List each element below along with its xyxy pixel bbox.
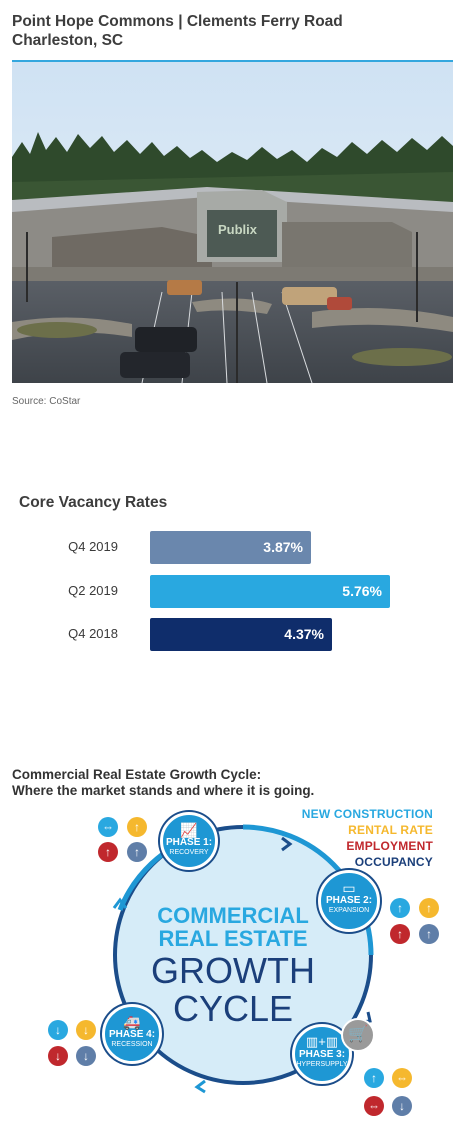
phase-3-name: HYPERSUPPLY bbox=[296, 1061, 348, 1068]
phase-4-recession: 🚑 PHASE 4: RECESSION bbox=[102, 1004, 162, 1064]
phase-4-name: RECESSION bbox=[111, 1041, 153, 1048]
up-arrow-icon: ↑ bbox=[127, 842, 147, 862]
title-line-1: Point Hope Commons | Clements Ferry Road bbox=[12, 13, 343, 30]
vacancy-bar-label: Q4 2018 bbox=[68, 626, 118, 641]
down-arrow-icon: ↓ bbox=[76, 1046, 96, 1066]
vacancy-bar-label: Q4 2019 bbox=[68, 539, 118, 554]
phase-1-name: RECOVERY bbox=[169, 849, 209, 856]
chevron-arrow-icon bbox=[112, 897, 128, 909]
legend-occupancy: OCCUPANCY bbox=[354, 855, 433, 869]
buildings-icon: ▥+▥ bbox=[305, 1034, 339, 1049]
left-right-arrow-icon: ⇔ bbox=[98, 817, 118, 837]
ambulance-icon: 🚑 bbox=[123, 1014, 141, 1030]
page-title: Point Hope Commons | Clements Ferry Road… bbox=[12, 12, 343, 50]
store-sign: Publix bbox=[218, 222, 258, 237]
phase-1-number: PHASE 1: bbox=[165, 837, 213, 848]
cycle-fill bbox=[115, 827, 371, 1083]
center-line-1: COMMERCIAL bbox=[157, 903, 309, 928]
down-arrow-icon: ↓ bbox=[48, 1020, 68, 1040]
vacancy-bar: 5.76% bbox=[150, 574, 390, 608]
up-arrow-icon: ↑ bbox=[390, 898, 410, 918]
center-line-4: CYCLE bbox=[172, 988, 294, 1029]
legend-rental-rate: RENTAL RATE bbox=[348, 823, 433, 837]
cycle-arc-blue bbox=[242, 824, 374, 956]
phase-4-number: PHASE 4: bbox=[108, 1029, 156, 1040]
down-arrow-icon: ↓ bbox=[48, 1046, 68, 1066]
cycle-title: Commercial Real Estate Growth Cycle: Whe… bbox=[12, 767, 314, 799]
up-arrow-icon: ↑ bbox=[98, 842, 118, 862]
phase-1-recovery: 📈 PHASE 1: RECOVERY bbox=[160, 812, 218, 870]
floorplan-icon: ▭ bbox=[342, 880, 356, 896]
down-arrow-icon: ↓ bbox=[392, 1096, 412, 1116]
chart-icon: 📈 bbox=[180, 822, 198, 838]
left-right-arrow-icon: ⇔ bbox=[364, 1096, 384, 1116]
phase-2-name: EXPANSION bbox=[328, 907, 370, 914]
storefront-photo: Publix bbox=[12, 62, 453, 383]
phase-2-number: PHASE 2: bbox=[325, 895, 373, 906]
shopping-cart-icon: 🛒 bbox=[341, 1018, 375, 1052]
legend-new-construction: NEW CONSTRUCTION bbox=[301, 807, 433, 821]
center-line-2: REAL ESTATE bbox=[158, 926, 308, 951]
up-arrow-icon: ↑ bbox=[364, 1068, 384, 1088]
legend-employment: EMPLOYMENT bbox=[346, 839, 433, 853]
vacancy-bar: 3.87% bbox=[150, 531, 311, 564]
vacancy-bar: 4.37% bbox=[150, 618, 332, 651]
phase-3-number: PHASE 3: bbox=[298, 1049, 346, 1060]
photo-source: Source: CoStar bbox=[12, 396, 81, 407]
up-arrow-icon: ↑ bbox=[419, 924, 439, 944]
down-arrow-icon: ↓ bbox=[76, 1020, 96, 1040]
up-arrow-icon: ↑ bbox=[419, 898, 439, 918]
left-right-arrow-icon: ⇔ bbox=[392, 1068, 412, 1088]
title-line-2: Charleston, SC bbox=[12, 32, 124, 49]
cycle-title-line-2: Where the market stands and where it is … bbox=[12, 783, 315, 798]
phase-2-expansion: ▭ PHASE 2: EXPANSION bbox=[318, 870, 380, 932]
cycle-title-line-1: Commercial Real Estate Growth Cycle: bbox=[12, 767, 262, 782]
vacancy-chart-title: Core Vacancy Rates bbox=[19, 494, 168, 511]
up-arrow-icon: ↑ bbox=[390, 924, 410, 944]
up-arrow-icon: ↑ bbox=[127, 817, 147, 837]
photo-top-rule bbox=[12, 60, 453, 62]
vacancy-bar-label: Q2 2019 bbox=[68, 582, 118, 598]
chevron-arrow-icon bbox=[194, 1079, 206, 1094]
cycle-legend: NEW CONSTRUCTION RENTAL RATE EMPLOYMENT … bbox=[302, 806, 433, 870]
center-line-3: GROWTH bbox=[151, 950, 315, 991]
chevron-arrow-icon bbox=[281, 836, 293, 852]
